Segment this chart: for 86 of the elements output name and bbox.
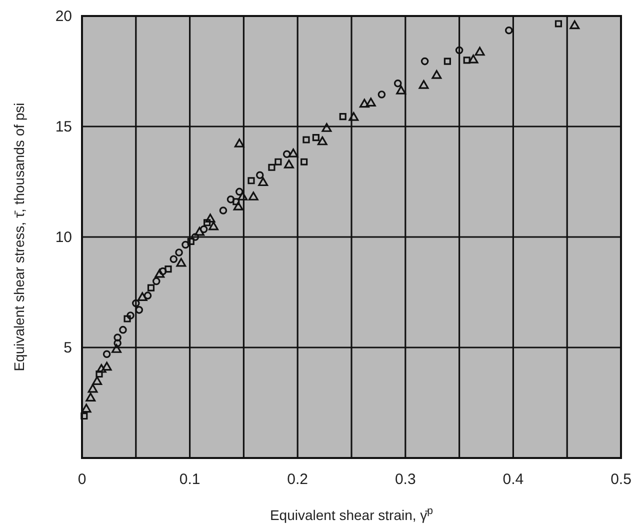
point — [248, 177, 255, 184]
point — [232, 198, 240, 206]
point — [137, 292, 148, 301]
point — [170, 255, 178, 263]
point — [505, 26, 513, 34]
point — [226, 196, 235, 204]
x-tick-label: 0.2 — [287, 471, 308, 488]
point — [204, 219, 211, 226]
point — [234, 138, 244, 148]
point — [238, 192, 248, 200]
point — [233, 202, 244, 210]
point — [302, 136, 310, 144]
point — [144, 292, 152, 300]
point — [102, 362, 112, 371]
point — [194, 226, 204, 236]
point — [191, 233, 200, 241]
point — [339, 113, 346, 120]
y-tick-label: 5 — [64, 340, 72, 356]
point — [187, 238, 194, 245]
point — [208, 221, 218, 230]
point — [132, 299, 140, 308]
point — [236, 188, 244, 196]
point — [152, 277, 160, 286]
point — [124, 315, 131, 322]
y-axis-title: Equivalent shear stress, τ̄, thousands of psi — [11, 102, 27, 372]
point — [474, 46, 485, 56]
x-tick-label: 0.4 — [502, 471, 524, 488]
x-axis-title: Equivalent shear strain, γ̄$^{p}$ — [270, 505, 434, 523]
point — [219, 206, 228, 214]
point — [570, 20, 580, 30]
y-tick-label: 15 — [55, 118, 72, 136]
point — [135, 306, 144, 314]
point — [200, 225, 208, 234]
point — [317, 136, 328, 146]
x-tick-label: 0.1 — [179, 471, 200, 488]
point — [322, 123, 332, 132]
point — [359, 98, 370, 108]
point — [455, 46, 464, 54]
point — [396, 86, 406, 94]
point — [81, 404, 92, 413]
point — [258, 177, 268, 186]
point — [96, 364, 106, 373]
point — [444, 58, 451, 65]
point — [282, 150, 291, 158]
point — [554, 20, 562, 28]
point — [420, 57, 429, 66]
point — [463, 56, 470, 64]
point — [418, 80, 429, 89]
point — [114, 334, 122, 342]
point — [366, 98, 376, 106]
point — [114, 339, 122, 347]
point — [158, 267, 167, 276]
point — [88, 384, 98, 393]
x-tick-label: 0.5 — [610, 471, 632, 488]
point — [102, 350, 111, 358]
point — [92, 376, 102, 385]
point — [175, 248, 183, 256]
y-tick-label: 20 — [55, 8, 72, 25]
point — [394, 80, 402, 88]
x-tick-label: 0.3 — [394, 471, 416, 488]
point — [288, 148, 298, 158]
point — [268, 164, 276, 171]
y-tick-label: 10 — [55, 229, 72, 246]
point — [96, 370, 103, 378]
point — [86, 392, 96, 402]
point — [312, 134, 320, 142]
point — [147, 284, 155, 292]
point — [176, 258, 186, 267]
point — [284, 160, 294, 168]
point — [154, 268, 165, 278]
point — [248, 192, 258, 200]
point — [378, 90, 386, 98]
point — [274, 158, 282, 166]
point — [468, 54, 478, 64]
point — [300, 158, 308, 166]
point — [80, 412, 88, 420]
point — [182, 240, 190, 249]
point — [164, 266, 172, 273]
point — [256, 171, 264, 180]
point — [112, 344, 122, 353]
x-tick-label: 0 — [78, 471, 86, 488]
point — [119, 326, 127, 334]
point — [432, 70, 442, 79]
point — [348, 112, 359, 121]
point — [126, 312, 134, 320]
point — [205, 214, 216, 223]
